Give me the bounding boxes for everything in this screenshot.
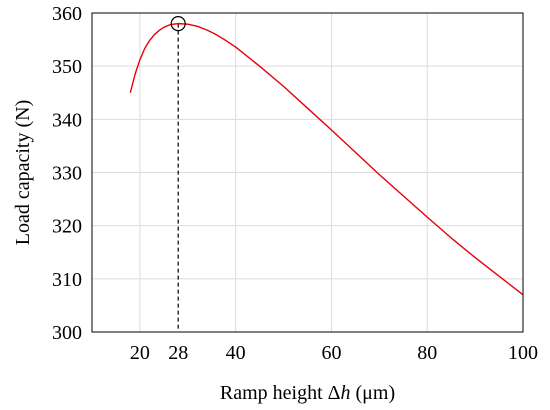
y-tick-label: 310 <box>52 269 82 291</box>
optimum-x-label: 28 <box>168 342 188 364</box>
x-tick-label: 100 <box>508 342 538 364</box>
y-tick-label: 340 <box>52 109 82 131</box>
y-tick-label: 300 <box>52 322 82 344</box>
x-tick-labels: 20 40 60 80 100 28 <box>130 342 538 364</box>
x-axis-title-prefix: Ramp height <box>220 382 328 404</box>
series-layer <box>129 22 524 296</box>
y-tick-label: 360 <box>52 3 82 25</box>
optimum-marker <box>170 16 186 32</box>
y-tick-label: 350 <box>52 56 82 78</box>
x-tick-label: 80 <box>417 342 437 364</box>
grid-lines <box>92 12 524 333</box>
x-axis-title-unit: (μm) <box>351 382 396 404</box>
optimum-marker-group <box>170 16 186 32</box>
x-axis-title-delta: Δ <box>328 382 341 404</box>
x-tick-label: 40 <box>226 342 246 364</box>
y-tick-labels: 300 310 320 330 340 350 360 <box>52 3 82 344</box>
x-tick-label: 60 <box>321 342 341 364</box>
y-axis-title: Load capacity (N) <box>12 100 34 245</box>
y-tick-label: 330 <box>52 163 82 185</box>
y-tick-label: 320 <box>52 216 82 238</box>
load-capacity-line <box>129 22 524 296</box>
x-axis-title: Ramp height Δh (μm) <box>220 382 395 404</box>
x-tick-label: 20 <box>130 342 150 364</box>
plot-frame <box>91 12 524 333</box>
x-axis-title-variable: h <box>341 382 351 404</box>
